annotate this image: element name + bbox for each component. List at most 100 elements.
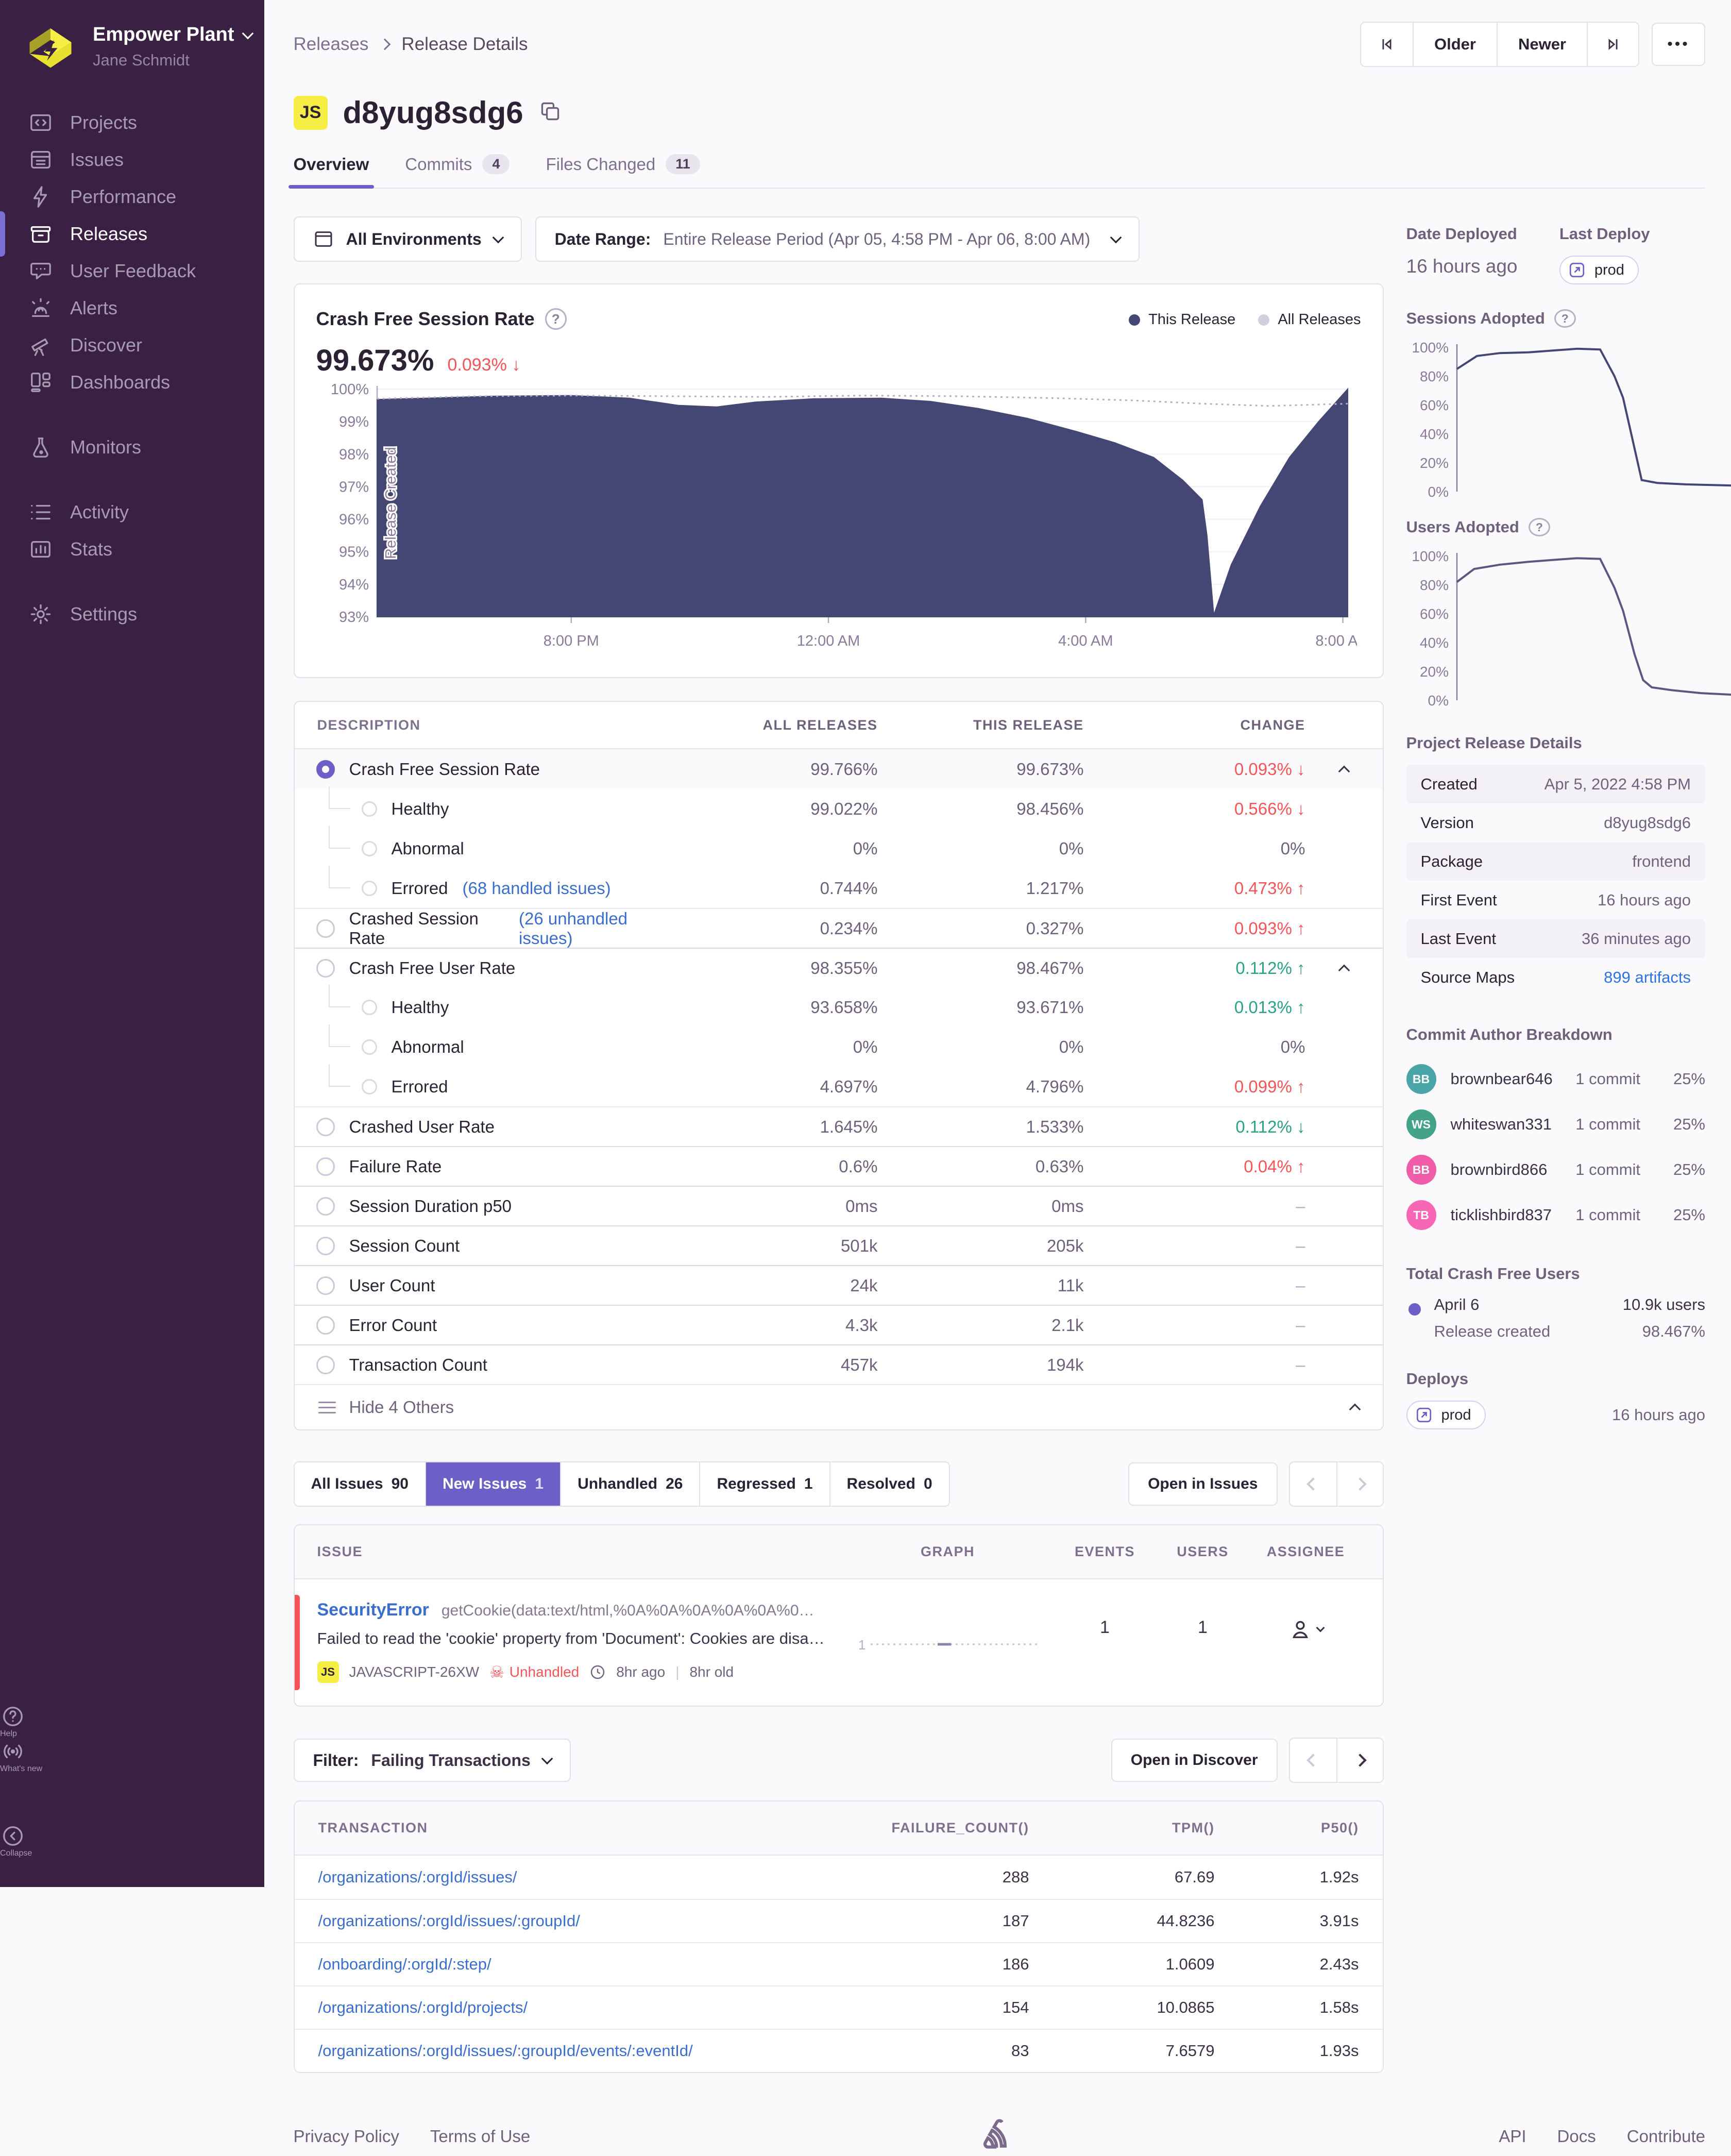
transaction-link[interactable]: /organizations/:orgId/issues/ (318, 1868, 517, 1886)
detail-value[interactable]: 899 artifacts (1604, 968, 1691, 987)
older-button[interactable]: Older (1413, 23, 1497, 66)
metric-radio[interactable] (316, 1118, 335, 1136)
sidebar-item-alerts[interactable]: Alerts (0, 290, 264, 327)
issue-assignee[interactable] (1252, 1600, 1360, 1683)
sidebar-item-label: User Feedback (70, 260, 196, 282)
sub-radio[interactable] (362, 841, 377, 856)
sidebar-item-releases[interactable]: Releases (0, 215, 264, 252)
metric-collapse-chevron[interactable] (1305, 962, 1383, 974)
sidebar-item-issues[interactable]: Issues (0, 141, 264, 178)
legend-this-release[interactable]: This Release (1148, 311, 1235, 328)
footer-link[interactable]: Privacy Policy (294, 2127, 399, 2146)
tab-overview[interactable]: Overview (294, 154, 369, 188)
org-logo (23, 24, 78, 79)
sidebar-item-discover[interactable]: Discover (0, 327, 264, 364)
metric-radio[interactable] (316, 1237, 335, 1255)
issues-tab-count: 26 (666, 1475, 683, 1493)
transactions-next-page-button[interactable] (1336, 1739, 1383, 1782)
sub-radio[interactable] (362, 881, 377, 896)
copy-icon[interactable] (539, 100, 562, 125)
last-release-button[interactable] (1587, 23, 1638, 66)
last-deploy-env-pill[interactable]: prod (1559, 256, 1639, 284)
transaction-link[interactable]: /organizations/:orgId/issues/:groupId/ev… (318, 2042, 693, 2060)
environment-filter[interactable]: All Environments (294, 216, 522, 262)
sidebar-item-what-s-new[interactable]: What's new (0, 1739, 264, 1774)
issues-prev-page-button[interactable] (1290, 1462, 1336, 1506)
metric-radio[interactable] (316, 760, 335, 779)
hide-others-row[interactable]: Hide 4 Others (295, 1384, 1383, 1429)
collapse-icon (0, 1823, 26, 1849)
sidebar-item-dashboards[interactable]: Dashboards (0, 364, 264, 401)
issue-title-link[interactable]: SecurityError (317, 1600, 429, 1620)
metric-issues-link[interactable]: (26 unhandled issues) (519, 909, 672, 948)
sidebar-item-stats[interactable]: Stats (0, 531, 264, 568)
metric-radio[interactable] (316, 919, 335, 938)
sidebar-item-help[interactable]: Help (0, 1704, 264, 1739)
transaction-link[interactable]: /organizations/:orgId/issues/:groupId/ (318, 1912, 580, 1930)
metric-radio[interactable] (316, 1197, 335, 1216)
metric-radio[interactable] (316, 1316, 335, 1335)
sub-radio[interactable] (362, 1000, 377, 1015)
more-actions-button[interactable]: ••• (1652, 23, 1705, 66)
sub-radio[interactable] (362, 1079, 377, 1094)
transactions-filter[interactable]: Filter: Failing Transactions (294, 1739, 571, 1782)
footer-link[interactable]: Terms of Use (430, 2127, 530, 2146)
sidebar-item-monitors[interactable]: Monitors (0, 429, 264, 466)
transactions-prev-page-button[interactable] (1290, 1739, 1336, 1782)
footer-link[interactable]: API (1499, 2127, 1526, 2146)
open-in-issues-button[interactable]: Open in Issues (1128, 1462, 1277, 1506)
issues-table-header: ISSUE GRAPH EVENTS USERS ASSIGNEE (295, 1525, 1383, 1579)
transaction-link[interactable]: /onboarding/:orgId/:step/ (318, 1955, 491, 1973)
sub-radio[interactable] (362, 1039, 377, 1055)
chevron-down-icon (541, 1753, 553, 1765)
metric-collapse-chevron[interactable] (1305, 763, 1383, 776)
sidebar-item-collapse[interactable]: Collapse (0, 1823, 264, 1858)
metric-radio[interactable] (316, 1276, 335, 1295)
first-release-button[interactable] (1361, 23, 1413, 66)
org-switcher[interactable]: Empower Plant Jane Schmidt (0, 0, 264, 104)
sidebar-item-activity[interactable]: Activity (0, 494, 264, 531)
metric-radio[interactable] (316, 1356, 335, 1374)
legend-all-releases[interactable]: All Releases (1278, 311, 1361, 328)
open-in-discover-button[interactable]: Open in Discover (1111, 1739, 1278, 1782)
deploy-env-pill[interactable]: prod (1406, 1401, 1486, 1429)
footer-link[interactable]: Docs (1557, 2127, 1596, 2146)
breadcrumb-releases[interactable]: Releases (294, 34, 369, 55)
help-circle-icon[interactable]: ? (1554, 309, 1576, 328)
transaction-link[interactable]: /organizations/:orgId/projects/ (318, 1998, 528, 2016)
metric-radio[interactable] (316, 959, 335, 978)
metric-row[interactable]: Crashed Session Rate(26 unhandled issues… (295, 908, 1383, 948)
sidebar-item-settings[interactable]: Settings (0, 596, 264, 633)
issue-row[interactable]: SecurityError getCookie(data:text/html,%… (295, 1579, 1383, 1706)
help-circle-icon[interactable]: ? (1529, 518, 1550, 536)
metric-issues-link[interactable]: (68 handled issues) (463, 879, 611, 898)
help-circle-icon[interactable]: ? (545, 308, 567, 330)
issues-next-page-button[interactable] (1336, 1462, 1383, 1506)
footer-link[interactable]: Contribute (1627, 2127, 1705, 2146)
metric-radio[interactable] (316, 1157, 335, 1176)
date-range-filter[interactable]: Date Range: Entire Release Period (Apr 0… (535, 216, 1140, 262)
sidebar-item-projects[interactable]: Projects (0, 104, 264, 141)
newer-button[interactable]: Newer (1497, 23, 1587, 66)
sidebar-item-user-feedback[interactable]: User Feedback (0, 252, 264, 290)
sub-radio[interactable] (362, 801, 377, 817)
sidebar-item-performance[interactable]: Performance (0, 178, 264, 215)
detail-key: First Event (1421, 891, 1497, 909)
